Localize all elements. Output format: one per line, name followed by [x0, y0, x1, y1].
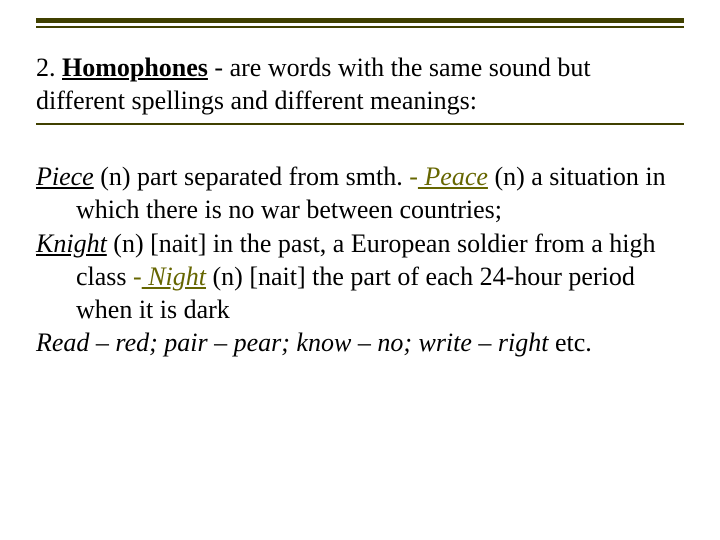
entry-1: Piece (n) part separated from smth. - Pe… [36, 160, 680, 227]
slide: 2. Homophones - are words with the same … [0, 0, 720, 540]
heading-number: 2. [36, 53, 62, 82]
top-rule-group [36, 18, 684, 28]
pairs-line: Read – red; pair – pear; know – no; writ… [36, 326, 680, 359]
pairs-list: Read – red; pair – pear; know – no; writ… [36, 328, 548, 357]
entry-1-def-1: (n) part separated from smth. [94, 162, 410, 191]
entry-2-word-2: Night [142, 262, 206, 291]
top-rule-thick [36, 18, 684, 23]
body-block: Piece (n) part separated from smth. - Pe… [36, 160, 680, 360]
entry-2: Knight (n) [nait] in the past, a Europea… [36, 227, 680, 327]
entry-1-dash: - [409, 162, 418, 191]
heading-text: 2. Homophones - are words with the same … [36, 52, 684, 117]
entry-2-dash: - [133, 262, 142, 291]
pairs-tail: etc. [548, 328, 591, 357]
top-rule-thin [36, 26, 684, 28]
heading-term: Homophones [62, 53, 208, 82]
heading-underline [36, 123, 684, 125]
entry-1-word-2: Peace [418, 162, 488, 191]
heading-block: 2. Homophones - are words with the same … [36, 52, 684, 125]
entry-1-word-1: Piece [36, 162, 94, 191]
entry-2-word-1: Knight [36, 229, 107, 258]
